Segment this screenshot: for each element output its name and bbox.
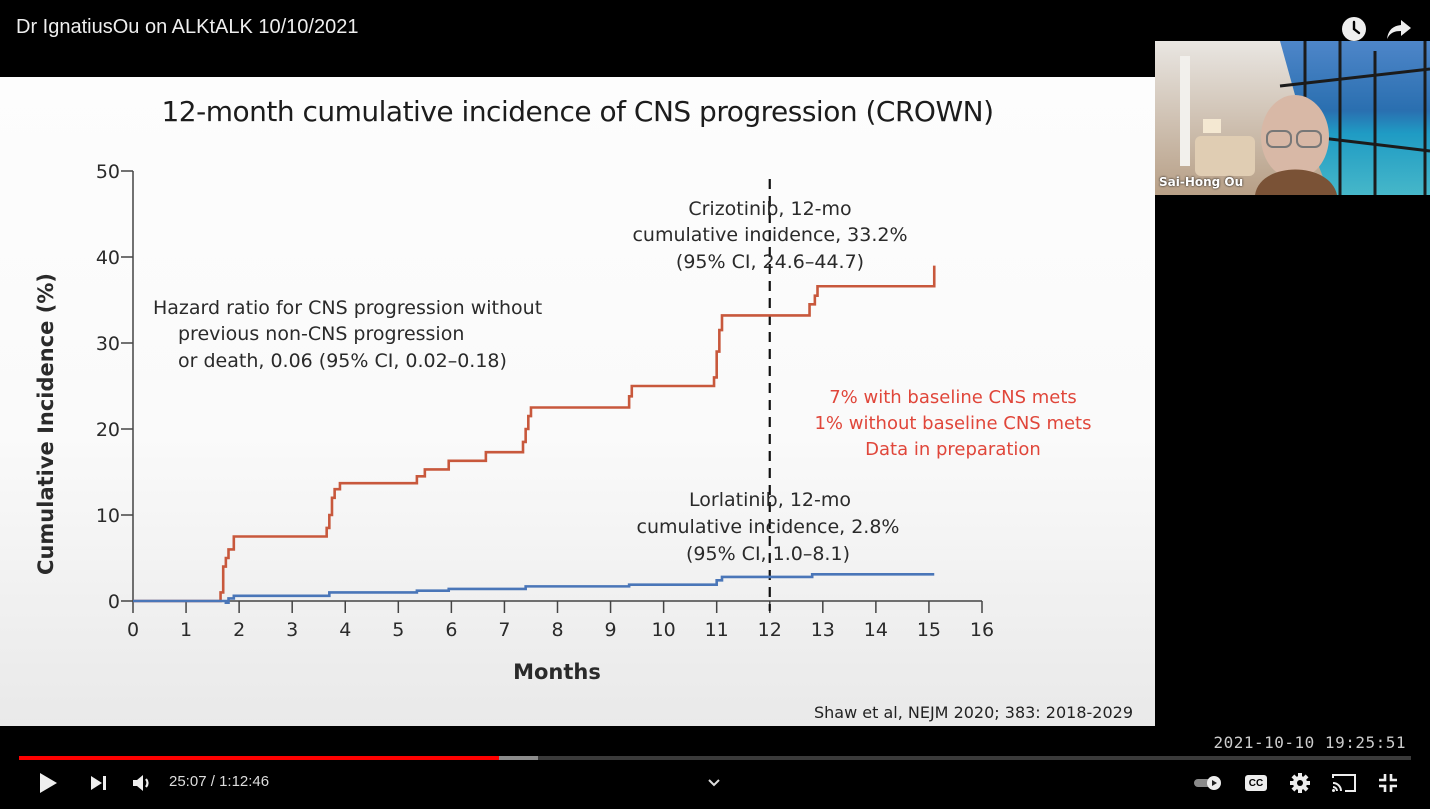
red-note-line: 1% without baseline CNS mets [814,413,1091,434]
y-tick-label: 50 [96,161,120,183]
annotation-line: (95% CI, 1.0–8.1) [686,543,850,565]
x-tick-label: 16 [970,619,994,641]
x-tick-label: 11 [705,619,729,641]
baseline-cns-note: 7% with baseline CNS mets 1% without bas… [814,387,1091,460]
autoplay-toggle[interactable] [1192,770,1224,796]
autoplay-toggle-icon [1194,776,1221,790]
volume-button[interactable] [130,770,154,796]
captions-button[interactable]: CC [1244,770,1268,796]
x-tick-label: 13 [811,619,835,641]
y-tick-label: 0 [108,591,120,613]
exit-fullscreen-button[interactable] [1376,770,1400,796]
crizotinib-curve [133,265,936,603]
played-progress [19,756,500,760]
x-tick-label: 9 [605,619,617,641]
cast-icon [1332,774,1356,792]
lorlatinib-curve [133,573,935,605]
participant-video: Sai-Hong Ou [1155,41,1430,195]
crizotinib-annotation: Crizotinib, 12-mo cumulative incidence, … [632,198,907,273]
x-tick-label: 2 [233,619,245,641]
hazard-note-line: or death, 0.06 (95% CI, 0.02–0.18) [178,350,507,372]
captions-icon: CC [1245,775,1267,791]
slide-title: 12-month cumulative incidence of CNS pro… [161,95,994,128]
x-tick-label: 3 [286,619,298,641]
annotation-line: Lorlatinib, 12-mo [689,489,851,511]
presentation-slide: 12-month cumulative incidence of CNS pro… [0,77,1155,726]
x-tick-label: 15 [917,619,941,641]
volume-icon [133,775,149,791]
chevron-down-icon [708,779,720,787]
citation: Shaw et al, NEJM 2020; 383: 2018-2029 [814,703,1133,722]
video-title: Dr IgnatiusOu on ALKtALK 10/10/2021 [16,16,359,38]
annotation-line: Crizotinib, 12-mo [688,198,851,220]
x-tick-label: 6 [445,619,457,641]
x-tick-label: 4 [339,619,351,641]
progress-bar[interactable] [19,756,1411,760]
annotation-line: (95% CI, 24.6–44.7) [676,251,864,273]
y-tick-label: 40 [96,247,120,269]
hazard-ratio-note: Hazard ratio for CNS progression without… [153,297,542,372]
play-button[interactable] [36,770,60,796]
x-tick-label: 5 [392,619,404,641]
x-tick-label: 12 [758,619,782,641]
x-tick-label: 8 [551,619,563,641]
hazard-note-line: previous non-CNS progression [178,323,464,345]
settings-button[interactable] [1288,770,1312,796]
red-note-line: Data in preparation [865,439,1041,460]
current-time: 25:07 [169,773,207,790]
share-icon[interactable] [1385,16,1411,42]
duration: 1:12:46 [219,773,270,790]
participant-video-frame [1155,41,1430,195]
annotation-line: cumulative incidence, 33.2% [632,224,907,246]
time-display: 25:07 / 1:12:46 [169,773,269,790]
x-tick-label: 10 [652,619,676,641]
y-tick-label: 10 [96,505,120,527]
red-note-line: 7% with baseline CNS mets [829,387,1077,408]
exit-fullscreen-icon [1379,774,1397,792]
hazard-note-line: Hazard ratio for CNS progression without [153,297,542,319]
overlay-timestamp: 2021-10-10 19:25:51 [1213,733,1406,752]
x-axis-label: Months [513,660,601,684]
x-tick-label: 1 [180,619,192,641]
x-tick-label: 7 [498,619,510,641]
participant-name: Sai-Hong Ou [1159,175,1244,189]
y-tick-label: 30 [96,333,120,355]
time-separator: / [206,773,220,790]
lorlatinib-annotation: Lorlatinib, 12-mo cumulative incidence, … [637,489,900,565]
watch-later-icon[interactable] [1341,16,1367,42]
next-button[interactable] [87,770,111,796]
play-icon [40,773,57,793]
y-tick-label: 20 [96,419,120,441]
cast-button[interactable] [1331,770,1357,796]
next-icon [91,776,106,790]
chevron-button[interactable] [704,770,724,796]
annotation-line: cumulative incidence, 2.8% [637,516,900,538]
x-tick-label: 0 [127,619,139,641]
captions-label: CC [1248,777,1264,789]
settings-icon [1290,773,1310,793]
x-tick-label: 14 [864,619,888,641]
y-axis-label: Cumulative Incidence (%) [34,273,58,575]
